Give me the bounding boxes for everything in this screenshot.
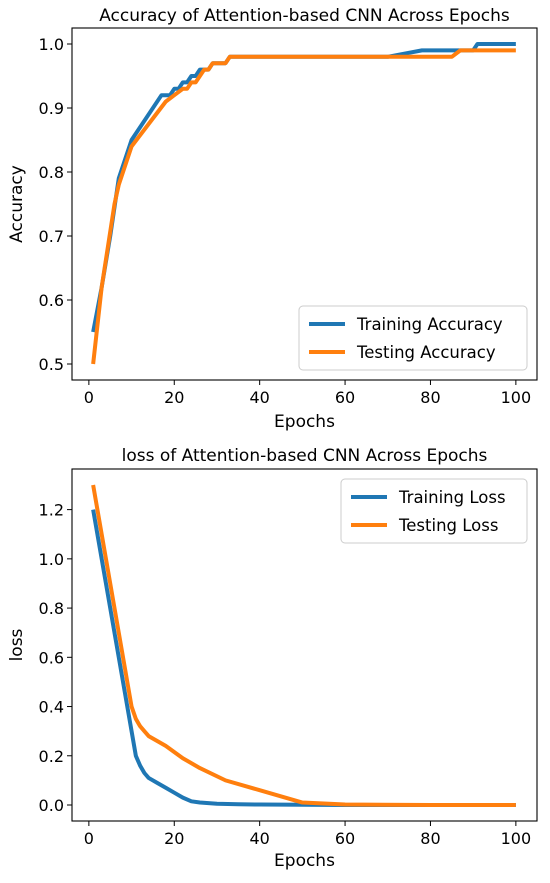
x-tick-label: 40 xyxy=(249,829,269,848)
y-tick-label: 1.2 xyxy=(39,501,64,520)
chart-2: loss of Attention-based CNN Across Epoch… xyxy=(7,446,538,871)
x-tick-label: 100 xyxy=(501,829,532,848)
x-axis-label: Epochs xyxy=(274,851,335,871)
legend-box xyxy=(340,478,528,544)
x-tick-label: 40 xyxy=(249,388,269,407)
y-tick-label: 0.8 xyxy=(39,163,64,182)
y-tick-label: 0.4 xyxy=(39,698,64,717)
x-tick-label: 80 xyxy=(420,388,440,407)
legend: Training Accuracy Testing Accuracy xyxy=(298,305,528,371)
y-tick-label: 0.9 xyxy=(39,99,64,118)
x-tick-label: 0 xyxy=(84,829,94,848)
y-tick-label: 1.0 xyxy=(39,35,64,54)
chart-title: Accuracy of Attention-based CNN Across E… xyxy=(99,6,510,26)
x-tick-label: 100 xyxy=(501,388,532,407)
x-tick-label: 60 xyxy=(335,829,355,848)
y-tick-label: 0.7 xyxy=(39,227,64,246)
x-tick-label: 20 xyxy=(164,829,184,848)
x-tick-label: 80 xyxy=(420,829,440,848)
y-tick-label: 0.0 xyxy=(39,796,64,815)
y-tick-label: 0.8 xyxy=(39,599,64,618)
legend-label: Training Loss xyxy=(398,488,506,507)
plot-frame xyxy=(71,468,538,822)
x-tick-label: 0 xyxy=(84,388,94,407)
legend: Training Loss Testing Loss xyxy=(340,478,528,544)
y-tick-label: 0.6 xyxy=(39,291,64,310)
chart-1: Accuracy of Attention-based CNN Across E… xyxy=(7,6,538,432)
y-axis-label: loss xyxy=(7,628,27,661)
y-tick-label: 0.6 xyxy=(39,648,64,667)
legend-box xyxy=(298,305,528,371)
legend-label: Testing Loss xyxy=(398,516,498,535)
y-axis-label: Accuracy xyxy=(7,165,27,243)
series-line-testing-accuracy xyxy=(91,48,516,365)
plot-frame xyxy=(71,27,538,381)
x-tick-label: 20 xyxy=(164,388,184,407)
series-line-training-loss xyxy=(91,509,516,807)
y-tick-label: 0.2 xyxy=(39,747,64,766)
series-line-testing-loss xyxy=(91,484,516,807)
series-line-training-accuracy xyxy=(91,42,516,333)
chart-title: loss of Attention-based CNN Across Epoch… xyxy=(122,446,488,466)
legend-label: Training Accuracy xyxy=(356,315,503,334)
y-tick-label: 1.0 xyxy=(39,550,64,569)
y-tick-label: 0.5 xyxy=(39,355,64,374)
legend-label: Testing Accuracy xyxy=(356,343,496,362)
x-axis-label: Epochs xyxy=(274,412,335,432)
x-tick-label: 60 xyxy=(335,388,355,407)
